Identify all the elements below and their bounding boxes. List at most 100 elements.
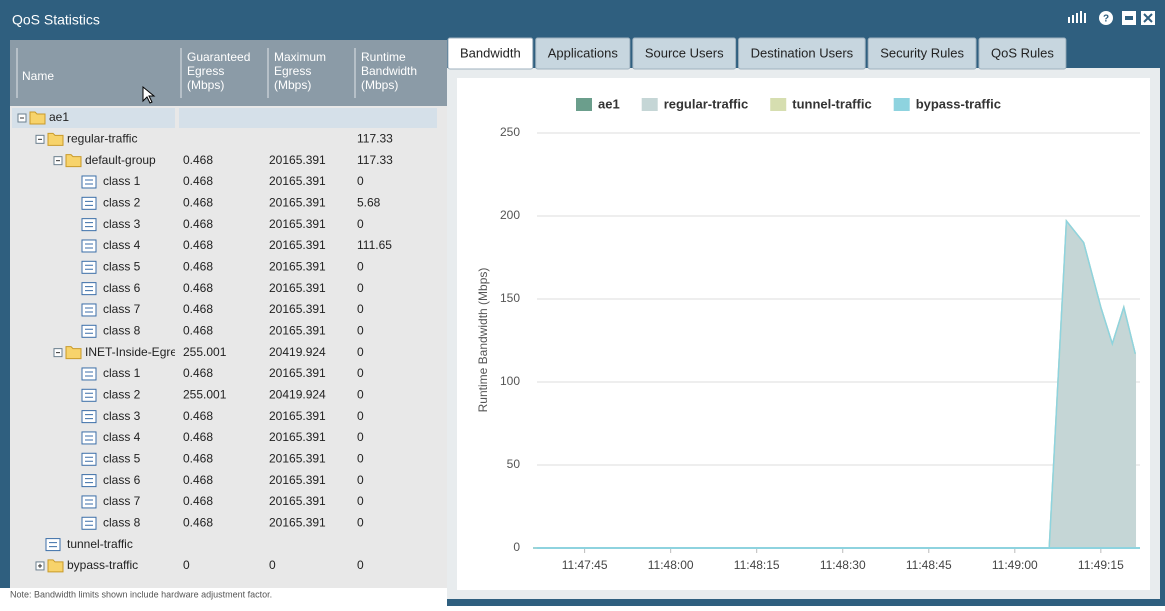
row-guaranteed: 0.468 [183,195,213,209]
row-guaranteed: 0.468 [183,451,213,465]
row-name: tunnel-traffic [67,537,133,551]
class-icon [81,260,97,274]
svg-text:?: ? [1103,14,1109,25]
tab-label: Destination Users [751,45,854,60]
row-guaranteed: 0.468 [183,217,213,231]
y-tick-label: 200 [500,208,520,222]
row-runtime: 0 [357,345,364,359]
tab[interactable]: Bandwidth [447,37,534,70]
legend-swatch [770,98,787,111]
row-guaranteed: 0.468 [183,281,213,295]
class-icon [81,175,97,189]
column-header: Runtime Bandwidth (Mbps) [361,50,417,92]
column-header: Maximum Egress (Mbps) [274,50,326,92]
row-maximum: 20165.391 [269,281,326,295]
x-tick-label: 11:49:15 [1078,558,1124,572]
row-guaranteed: 255.001 [183,387,227,401]
class-icon [45,538,61,552]
row-guaranteed: 0.468 [183,323,213,337]
class-icon-lines [85,179,93,185]
tab[interactable]: Applications [535,37,631,70]
header-line: Bandwidth [361,64,417,78]
row-runtime: 0 [357,409,364,423]
row-maximum: 20165.391 [269,195,326,209]
legend-item[interactable]: bypass-traffic [893,96,1001,111]
tab[interactable]: Security Rules [867,37,977,70]
y-axis-label: Runtime Bandwidth (Mbps) [476,268,490,413]
row-name: regular-traffic [67,132,137,146]
tab[interactable]: QoS Rules [978,37,1067,70]
selected-row [12,108,437,128]
help-button[interactable]: ? [1099,11,1113,25]
row-runtime: 0 [357,387,364,401]
x-tick-label: 11:48:15 [734,558,780,572]
class-icon-lines [85,328,93,334]
row-maximum: 20165.391 [269,323,326,337]
row-maximum: 20165.391 [269,174,326,188]
class-icon-lines [85,371,93,377]
header-line: (Mbps) [187,78,224,92]
class-icon [81,516,97,530]
minimize-button[interactable] [1122,11,1136,25]
row-runtime: 0 [357,323,364,337]
row-name: bypass-traffic [67,558,138,572]
header-line: Runtime [361,50,406,64]
folder-icon [65,154,82,168]
class-icon-lines [85,520,93,526]
row-guaranteed: 0.468 [183,473,213,487]
legend-label: regular-traffic [664,96,749,111]
row-runtime: 5.68 [357,195,381,209]
row-runtime: 0 [357,494,364,508]
y-tick-label: 0 [513,540,520,554]
legend-swatch [576,98,592,111]
row-name: class 2 [103,195,141,209]
row-name: class 4 [103,238,141,252]
row-name: class 6 [103,281,141,295]
note-strip [0,588,447,606]
header-line: (Mbps) [361,78,398,92]
legend-item[interactable]: regular-traffic [641,96,749,111]
class-icon [81,324,97,338]
class-icon-lines [85,243,93,249]
tab[interactable]: Destination Users [738,37,866,70]
activity-icon[interactable] [1068,11,1086,23]
row-name: class 6 [103,473,141,487]
tab-background [535,37,631,70]
class-icon [81,218,97,232]
row-guaranteed: 0.468 [183,430,213,444]
row-maximum: 20165.391 [269,302,326,316]
header-line: Egress [274,64,311,78]
legend-item[interactable]: tunnel-traffic [770,96,872,111]
row-maximum: 0 [269,558,276,572]
row-guaranteed: 0 [183,558,190,572]
class-icon [81,495,97,509]
tab-label: Bandwidth [460,45,521,60]
row-name: class 7 [103,302,141,316]
x-tick-label: 11:47:45 [562,558,608,572]
close-button[interactable] [1141,11,1155,25]
row-maximum: 20165.391 [269,473,326,487]
class-icon-lines [85,264,93,270]
row-maximum: 20165.391 [269,259,326,273]
row-maximum: 20165.391 [269,494,326,508]
row-name: class 4 [103,430,141,444]
tab-label: Security Rules [880,45,964,60]
header-line: Guaranteed [187,50,250,64]
class-icon-lines [85,435,93,441]
row-maximum: 20165.391 [269,515,326,529]
x-tick-label: 11:48:00 [648,558,694,572]
y-tick-label: 50 [507,457,521,471]
row-name: ae1 [49,110,69,124]
row-guaranteed: 0.468 [183,409,213,423]
row-runtime: 0 [357,281,364,295]
tab-label: Source Users [645,45,724,60]
class-icon-lines [85,392,93,398]
class-icon-lines [49,542,57,548]
row-runtime: 0 [357,259,364,273]
row-guaranteed: 0.468 [183,302,213,316]
row-runtime: 111.65 [357,238,392,252]
legend-item[interactable]: ae1 [576,96,620,111]
window-title: QoS Statistics [12,12,100,28]
tab[interactable]: Source Users [632,37,737,70]
